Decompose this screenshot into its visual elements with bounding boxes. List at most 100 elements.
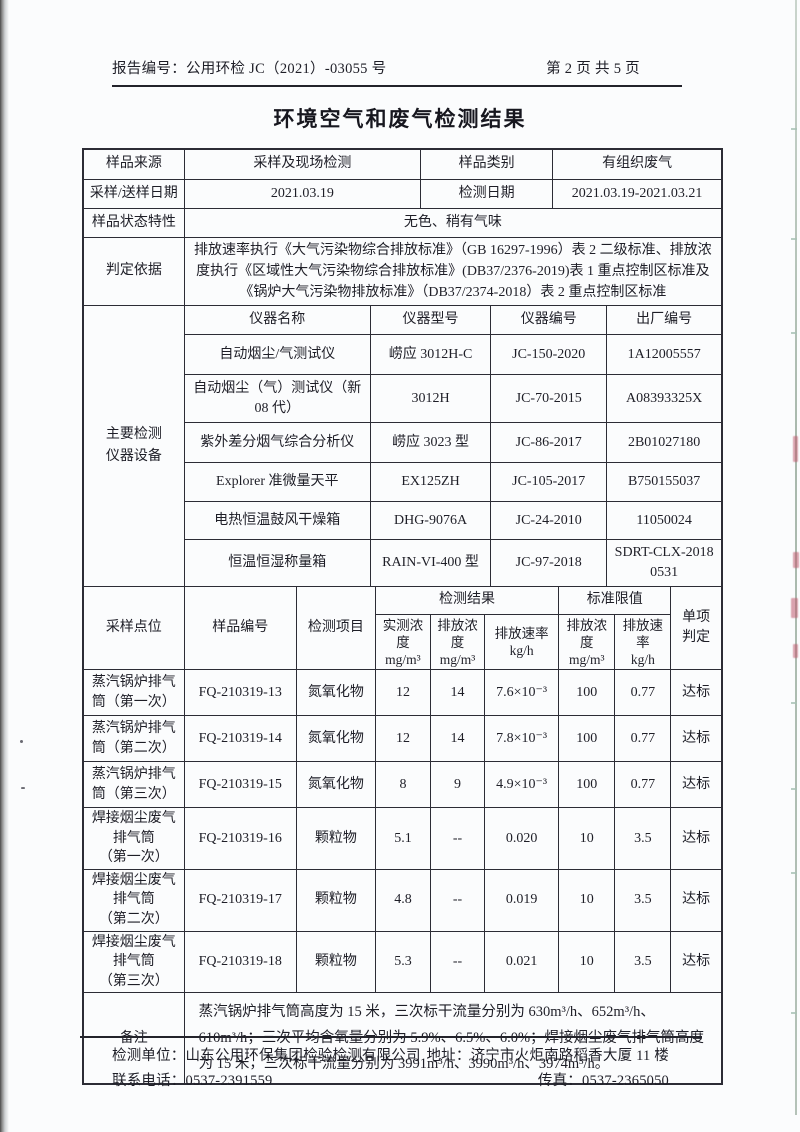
address: 地址：济宁市火炬南路稻香大厦 11 楼 (426, 1044, 669, 1069)
ruler-tick (791, 1012, 797, 1014)
judgment-basis-value: 排放速率执行《大气污染物综合排放标准》（GB 16297-1996）表 2 二级… (183, 236, 722, 305)
limit-conc-label: 排放浓度 (566, 617, 607, 650)
emission-conc: 14 (429, 669, 486, 716)
instrument-id: JC-97-2018 (490, 539, 608, 586)
result-group-header: 检测结果 (374, 586, 560, 615)
test-date-label: 检测日期 (420, 178, 554, 209)
sampling-point: 焊接烟尘废气 排气筒 （第三次） (83, 930, 185, 994)
emission-rate: 0.019 (484, 868, 560, 932)
sample-no: FQ-210319-17 (183, 868, 297, 932)
measured-conc-label: 实测浓度 (382, 617, 424, 650)
instrument-name: 恒温恒湿称量箱 (183, 539, 371, 586)
verdict: 达标 (670, 715, 722, 762)
measured-conc: 4.8 (374, 868, 431, 932)
test-item: 氮氧化物 (295, 761, 376, 808)
sample-source-label: 样品来源 (83, 149, 185, 180)
measured-conc: 8 (374, 761, 431, 808)
measured-conc-header: 实测浓度 mg/m³ (374, 614, 431, 670)
instrument-model: RAIN-VI-400 型 (369, 539, 492, 586)
emission-rate-unit: kg/h (509, 643, 534, 658)
verdict: 达标 (670, 669, 722, 716)
limit-group-header: 标准限值 (558, 586, 672, 615)
report-number-value: 公用环检 JC（2021）-03055 号 (186, 61, 387, 77)
sample-no: FQ-210319-14 (183, 715, 297, 762)
test-date-value: 2021.03.19-2021.03.21 (552, 178, 722, 209)
sample-info-section: 样品来源 采样及现场检测 样品类别 有组织废气 采样/送样日期 2021.03.… (83, 149, 722, 305)
emission-rate: 7.6×10⁻³ (484, 669, 560, 716)
ruler-tick (791, 332, 797, 334)
sample-category-value: 有组织废气 (552, 149, 722, 180)
instrument-row: 自动烟尘（气）测试仪（新 08 代） 3012H JC-70-2015 A083… (84, 374, 722, 423)
sampling-point: 蒸汽锅炉排气 筒（第三次） (83, 761, 185, 808)
result-row: 焊接烟尘废气 排气筒 （第一次） FQ-210319-16 颗粒物 5.1 --… (83, 807, 722, 870)
phone-label: 联系电话： (112, 1073, 186, 1089)
limit-rate-label: 排放速率 (622, 617, 664, 650)
document-title: 环境空气和废气检测结果 (273, 107, 527, 131)
limit-rate: 0.77 (614, 715, 672, 762)
instrument-model: 崂应 3012H-C (369, 334, 492, 375)
address-value: 济宁市火炬南路稻香大厦 11 楼 (470, 1048, 669, 1064)
scan-speck (20, 740, 23, 743)
verdict: 达标 (670, 868, 722, 932)
sample-no-header: 样品编号 (183, 586, 297, 670)
limit-rate: 0.77 (614, 761, 672, 808)
test-item: 氮氧化物 (295, 715, 376, 762)
limit-conc-unit: mg/m³ (568, 651, 605, 667)
result-row: 焊接烟尘废气 排气筒 （第二次） FQ-210319-17 颗粒物 4.8 --… (83, 868, 722, 932)
emission-rate: 0.020 (484, 807, 560, 870)
sample-source-value: 采样及现场检测 (183, 149, 422, 180)
limit-conc: 10 (558, 930, 616, 994)
measured-conc: 5.1 (374, 807, 431, 870)
ruler-tick (791, 702, 797, 704)
sampling-point: 焊接烟尘废气 排气筒 （第一次） (83, 807, 185, 870)
limit-conc: 10 (558, 868, 616, 932)
remark-label: 备注 (83, 992, 185, 1084)
fax-label: 传真： (537, 1073, 583, 1089)
sample-no: FQ-210319-15 (183, 761, 297, 808)
instruments-section: 主要检测仪器设备 仪器名称 仪器型号 仪器编号 出厂编号 自动烟尘/气测试仪 崂… (83, 304, 722, 586)
instrument-name: Explorer 准微量天平 (183, 462, 371, 502)
report-number: 报告编号：公用环检 JC（2021）-03055 号 (112, 57, 386, 78)
remark-value: 蒸汽锅炉排气筒高度为 15 米，三次标干流量分别为 630m³/h、652m³/… (183, 992, 722, 1084)
result-row: 蒸汽锅炉排气 筒（第二次） FQ-210319-14 氮氧化物 12 14 7.… (83, 715, 722, 762)
instrument-model: EX125ZH (369, 462, 492, 502)
instrument-id: JC-105-2017 (490, 462, 608, 502)
emission-conc-unit: mg/m³ (439, 651, 476, 667)
phone-value: 0537-2391559 (185, 1073, 273, 1089)
document-header: 报告编号：公用环检 JC（2021）-03055 号 第 2 页 共 5 页 (112, 57, 682, 87)
scan-red-mark (793, 552, 799, 568)
measured-conc-unit: mg/m³ (385, 651, 421, 667)
instrument-serial: 11050024 (606, 501, 722, 540)
instrument-name: 电热恒温鼓风干燥箱 (183, 501, 371, 540)
instrument-id: JC-150-2020 (490, 334, 608, 375)
emission-rate-label: 排放速率 (494, 626, 549, 641)
measured-conc: 5.3 (374, 930, 431, 994)
results-section: 采样点位 样品编号 检测项目 检测结果 标准限值 单项判定 实测浓度 mg/m³ … (83, 585, 722, 1084)
emission-rate: 0.021 (484, 930, 560, 994)
instrument-name: 自动烟尘（气）测试仪（新 08 代） (183, 374, 371, 423)
result-row: 蒸汽锅炉排气 筒（第一次） FQ-210319-13 氮氧化物 12 14 7.… (83, 669, 722, 716)
emission-conc: -- (429, 807, 486, 870)
measured-conc: 12 (374, 669, 431, 716)
limit-rate: 0.77 (614, 669, 672, 716)
ruler-tick (791, 128, 797, 130)
scan-left-edge-shadow (0, 0, 9, 1132)
instrument-id-header: 仪器编号 (490, 305, 608, 335)
limit-conc: 100 (558, 761, 616, 808)
instrument-id: JC-24-2010 (490, 501, 608, 540)
limit-rate-unit: kg/h (630, 651, 655, 667)
item-header: 检测项目 (295, 586, 376, 670)
results-table: 采样点位 样品编号 检测项目 检测结果 标准限值 单项判定 实测浓度 mg/m³ … (83, 586, 722, 1084)
instrument-name-header: 仪器名称 (183, 305, 371, 335)
instrument-model: 崂应 3023 型 (369, 422, 492, 463)
limit-conc-header: 排放浓度 mg/m³ (558, 614, 616, 670)
verdict-header: 单项判定 (670, 586, 722, 670)
report-table: 样品来源 采样及现场检测 样品类别 有组织废气 采样/送样日期 2021.03.… (82, 148, 723, 1086)
sample-no: FQ-210319-16 (183, 807, 297, 870)
limit-conc: 10 (558, 807, 616, 870)
instruments-section-label-text: 主要检测仪器设备 (105, 426, 162, 464)
emission-conc: -- (429, 868, 486, 932)
test-item: 颗粒物 (295, 807, 376, 870)
fax: 传真：0537-2365050 (538, 1069, 669, 1094)
remark-row: 备注 蒸汽锅炉排气筒高度为 15 米，三次标干流量分别为 630m³/h、652… (83, 992, 722, 1084)
